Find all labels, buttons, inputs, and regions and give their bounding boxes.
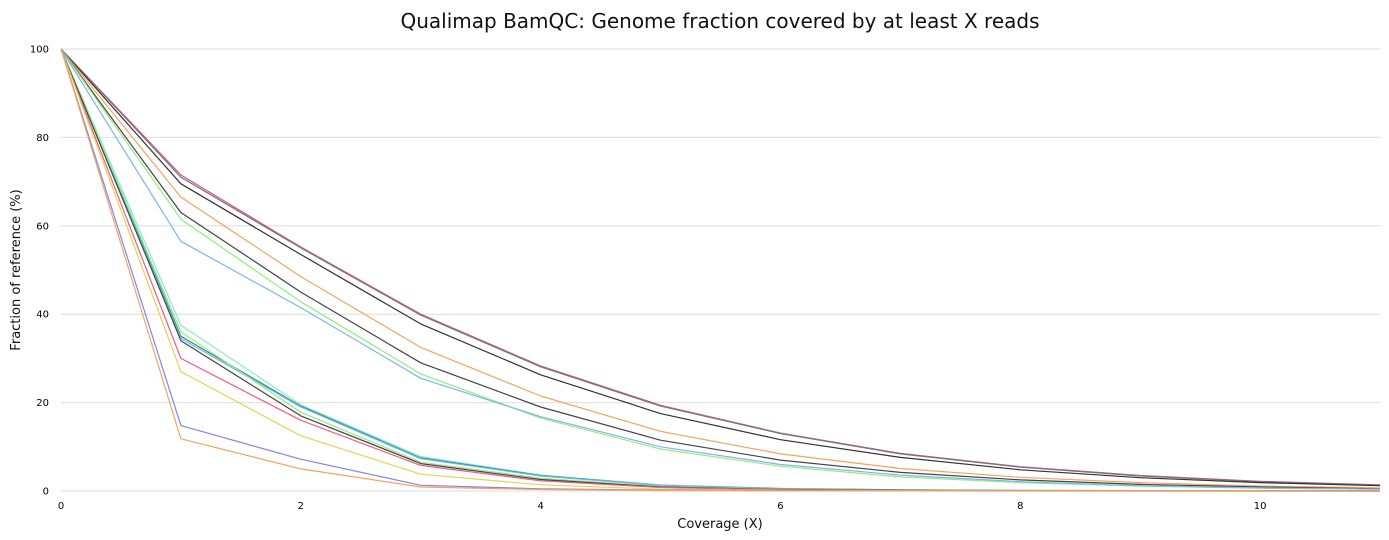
y-tick-label: 40 [36,310,49,321]
series-lines[interactable] [60,48,1381,492]
series-line-14[interactable] [60,48,1380,492]
x-tick-label: 8 [1017,501,1023,512]
y-axis-label: Fraction of reference (%) [9,189,24,350]
x-tick-label: 10 [1254,501,1267,512]
y-tick-label: 60 [36,221,49,232]
series-line-6[interactable] [60,48,1381,490]
series-line-10[interactable] [60,48,1381,492]
series-line-11[interactable] [60,48,1380,492]
x-tick-label: 4 [537,501,543,512]
y-tick-label: 0 [43,487,49,498]
y-axis-ticks: 0 20 40 60 80 100 [30,45,49,498]
series-line-13[interactable] [60,48,1381,492]
x-axis-ticks: 0 2 4 6 8 10 [58,501,1267,512]
x-tick-label: 6 [777,501,783,512]
x-axis-label: Coverage (X) [677,517,762,532]
y-tick-label: 20 [36,398,49,409]
series-line-4[interactable] [60,48,1381,489]
gridlines [61,48,1380,492]
series-line-5[interactable] [60,48,1381,490]
x-tick-label: 0 [58,501,64,512]
series-line-3[interactable] [60,48,1381,487]
chart-title: Qualimap BamQC: Genome fraction covered … [401,9,1040,33]
x-tick-label: 2 [298,501,304,512]
y-tick-label: 100 [30,45,49,56]
series-line-8[interactable] [60,48,1381,492]
series-line-2[interactable] [60,48,1381,486]
y-tick-label: 80 [36,133,49,144]
series-line-9[interactable] [60,48,1381,492]
series-line-7[interactable] [60,48,1381,490]
series-line-16[interactable] [60,48,1380,492]
series-line-15[interactable] [60,48,1380,492]
series-line-12[interactable] [60,48,1381,492]
